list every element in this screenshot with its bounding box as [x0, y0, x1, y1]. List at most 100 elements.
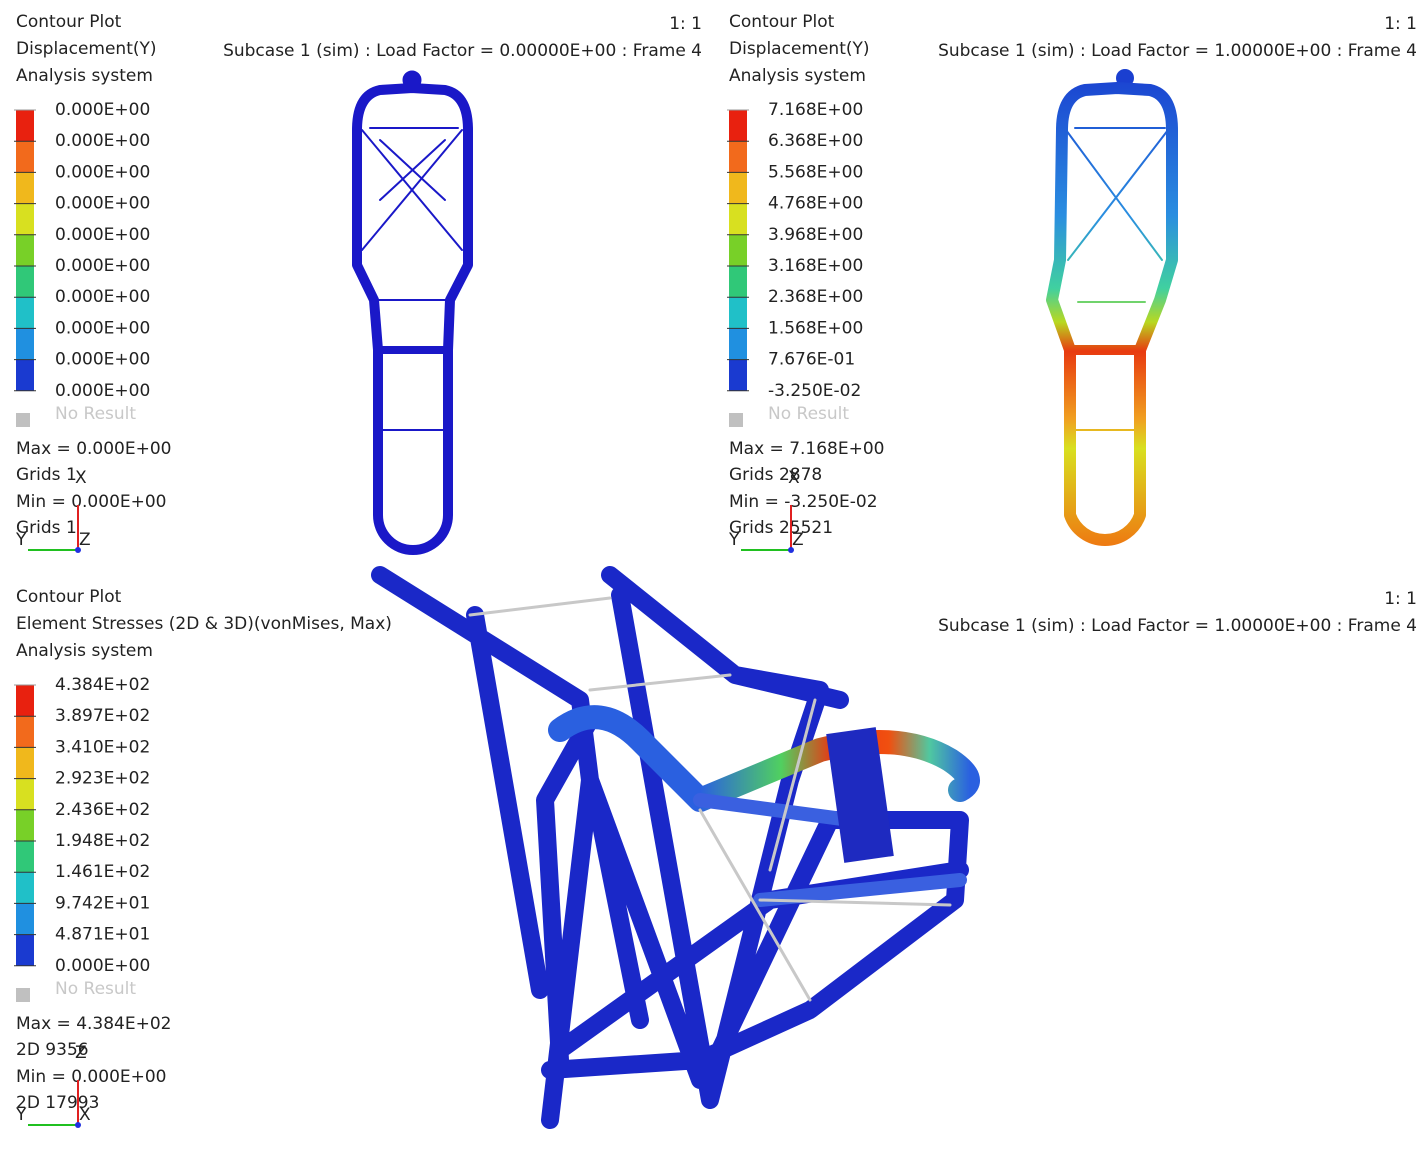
axis-out [75, 1122, 81, 1128]
legend-band [729, 297, 747, 329]
legend-label: 0.000E+00 [55, 162, 150, 182]
legend-band [729, 110, 747, 142]
legend-band [16, 685, 34, 717]
legend-label: 4.384E+02 [55, 675, 150, 695]
plot-title: Contour Plot [16, 12, 122, 32]
min-value: Min = -3.250E-02 [729, 492, 878, 512]
view-scale: 1: 1 [669, 14, 702, 34]
legend-label: 0.000E+00 [55, 350, 150, 370]
no-result-swatch [16, 413, 30, 427]
legend-label: 1.461E+02 [55, 862, 150, 882]
legend-label: 6.368E+00 [768, 131, 863, 151]
max-value: Max = 7.168E+00 [729, 439, 884, 459]
legend-label: 3.968E+00 [768, 225, 863, 245]
axis-label: Z [792, 530, 804, 550]
legend-label: 3.168E+00 [768, 256, 863, 276]
legend-label: 7.676E-01 [768, 350, 855, 370]
max-value: Max = 0.000E+00 [16, 439, 171, 459]
legend-band [16, 234, 34, 266]
legend-label: 0.000E+00 [55, 131, 150, 151]
legend-label: 4.871E+01 [55, 925, 150, 945]
legend-band [16, 872, 34, 904]
legend-band [729, 328, 747, 360]
view-scale: 1: 1 [1384, 589, 1417, 609]
legend-label: 2.368E+00 [768, 287, 863, 307]
axis-out [788, 547, 794, 553]
legend-band [16, 297, 34, 329]
legend-band [16, 141, 34, 173]
legend-band [729, 359, 747, 391]
axis-label: Y [728, 530, 740, 550]
legend-label: 3.410E+02 [55, 737, 150, 757]
min-value: Min = 0.000E+00 [16, 1067, 167, 1087]
axis-label: X [788, 468, 800, 488]
legend-label: 0.000E+00 [55, 194, 150, 214]
legend-band [16, 841, 34, 873]
legend-band [16, 110, 34, 142]
axis-label: Y [15, 1105, 27, 1125]
legend-label: 4.768E+00 [768, 194, 863, 214]
max-value: Max = 4.384E+02 [16, 1014, 171, 1034]
max-location: 2D 9356 [16, 1040, 89, 1060]
subcase-label: Subcase 1 (sim) : Load Factor = 1.00000E… [938, 41, 1417, 61]
coord-system: Analysis system [16, 66, 153, 86]
legend-band [16, 903, 34, 935]
legend-band [16, 328, 34, 360]
legend-band [16, 266, 34, 298]
axis-label: X [79, 1105, 91, 1125]
legend-band [16, 172, 34, 204]
no-result-label: No Result [768, 404, 849, 424]
result-type: Displacement(Y) [729, 39, 870, 59]
model-undeformed[interactable] [352, 70, 473, 555]
no-result-label: No Result [55, 404, 136, 424]
legend-label: 9.742E+01 [55, 893, 150, 913]
legend-band [16, 934, 34, 966]
plot-title: Contour Plot [729, 12, 835, 32]
legend-label: 5.568E+00 [768, 162, 863, 182]
model-deformed[interactable] [1046, 69, 1178, 546]
legend-label: 0.000E+00 [55, 100, 150, 120]
coord-system: Analysis system [729, 66, 866, 86]
axis-label: Z [75, 1043, 87, 1063]
max-location: Grids 1 [16, 465, 77, 485]
plot-title: Contour Plot [16, 587, 122, 607]
legend-label: 2.923E+02 [55, 769, 150, 789]
legend-label: 0.000E+00 [55, 287, 150, 307]
no-result-swatch [729, 413, 743, 427]
legend-label: -3.250E-02 [768, 381, 861, 401]
min-value: Min = 0.000E+00 [16, 492, 167, 512]
legend-band [729, 172, 747, 204]
axis-label: X [75, 468, 87, 488]
legend-label: 0.000E+00 [55, 956, 150, 976]
legend-band [16, 716, 34, 748]
legend-label: 7.168E+00 [768, 100, 863, 120]
legend-label: 0.000E+00 [55, 225, 150, 245]
max-location: Grids 2878 [729, 465, 822, 485]
coord-system: Analysis system [16, 641, 153, 661]
legend-band [16, 809, 34, 841]
legend-label: 1.568E+00 [768, 318, 863, 338]
result-type: Displacement(Y) [16, 39, 157, 59]
model-stress[interactable] [371, 566, 980, 1129]
subcase-label: Subcase 1 (sim) : Load Factor = 0.00000E… [223, 41, 702, 61]
result-type: Element Stresses (2D & 3D)(vonMises, Max… [16, 614, 392, 634]
legend-band [16, 203, 34, 235]
legend-label: 0.000E+00 [55, 318, 150, 338]
legend-label: 1.948E+02 [55, 831, 150, 851]
legend-label: 0.000E+00 [55, 256, 150, 276]
axis-out [75, 547, 81, 553]
legend-band [16, 359, 34, 391]
axis-label: Z [79, 530, 91, 550]
min-location: Grids 25521 [729, 518, 833, 538]
legend-band [729, 203, 747, 235]
legend-band [16, 747, 34, 779]
subcase-label: Subcase 1 (sim) : Load Factor = 1.00000E… [938, 616, 1417, 636]
legend-label: 3.897E+02 [55, 706, 150, 726]
view-scale: 1: 1 [1384, 14, 1417, 34]
min-location: Grids 1 [16, 518, 77, 538]
axis-label: Y [15, 530, 27, 550]
legend-band [729, 234, 747, 266]
legend-band [16, 778, 34, 810]
no-result-swatch [16, 988, 30, 1002]
